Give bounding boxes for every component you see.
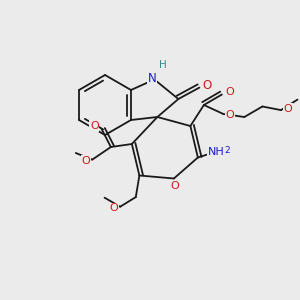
Text: NH: NH xyxy=(208,147,224,157)
Text: O: O xyxy=(226,110,234,121)
Text: O: O xyxy=(90,121,99,131)
Text: H: H xyxy=(159,60,167,70)
Text: N: N xyxy=(148,72,156,86)
Text: O: O xyxy=(225,87,234,97)
Text: O: O xyxy=(109,203,118,213)
Text: 2: 2 xyxy=(224,146,230,154)
Text: O: O xyxy=(283,103,292,114)
Text: O: O xyxy=(202,79,212,92)
Text: O: O xyxy=(81,156,90,166)
Text: O: O xyxy=(170,181,179,191)
